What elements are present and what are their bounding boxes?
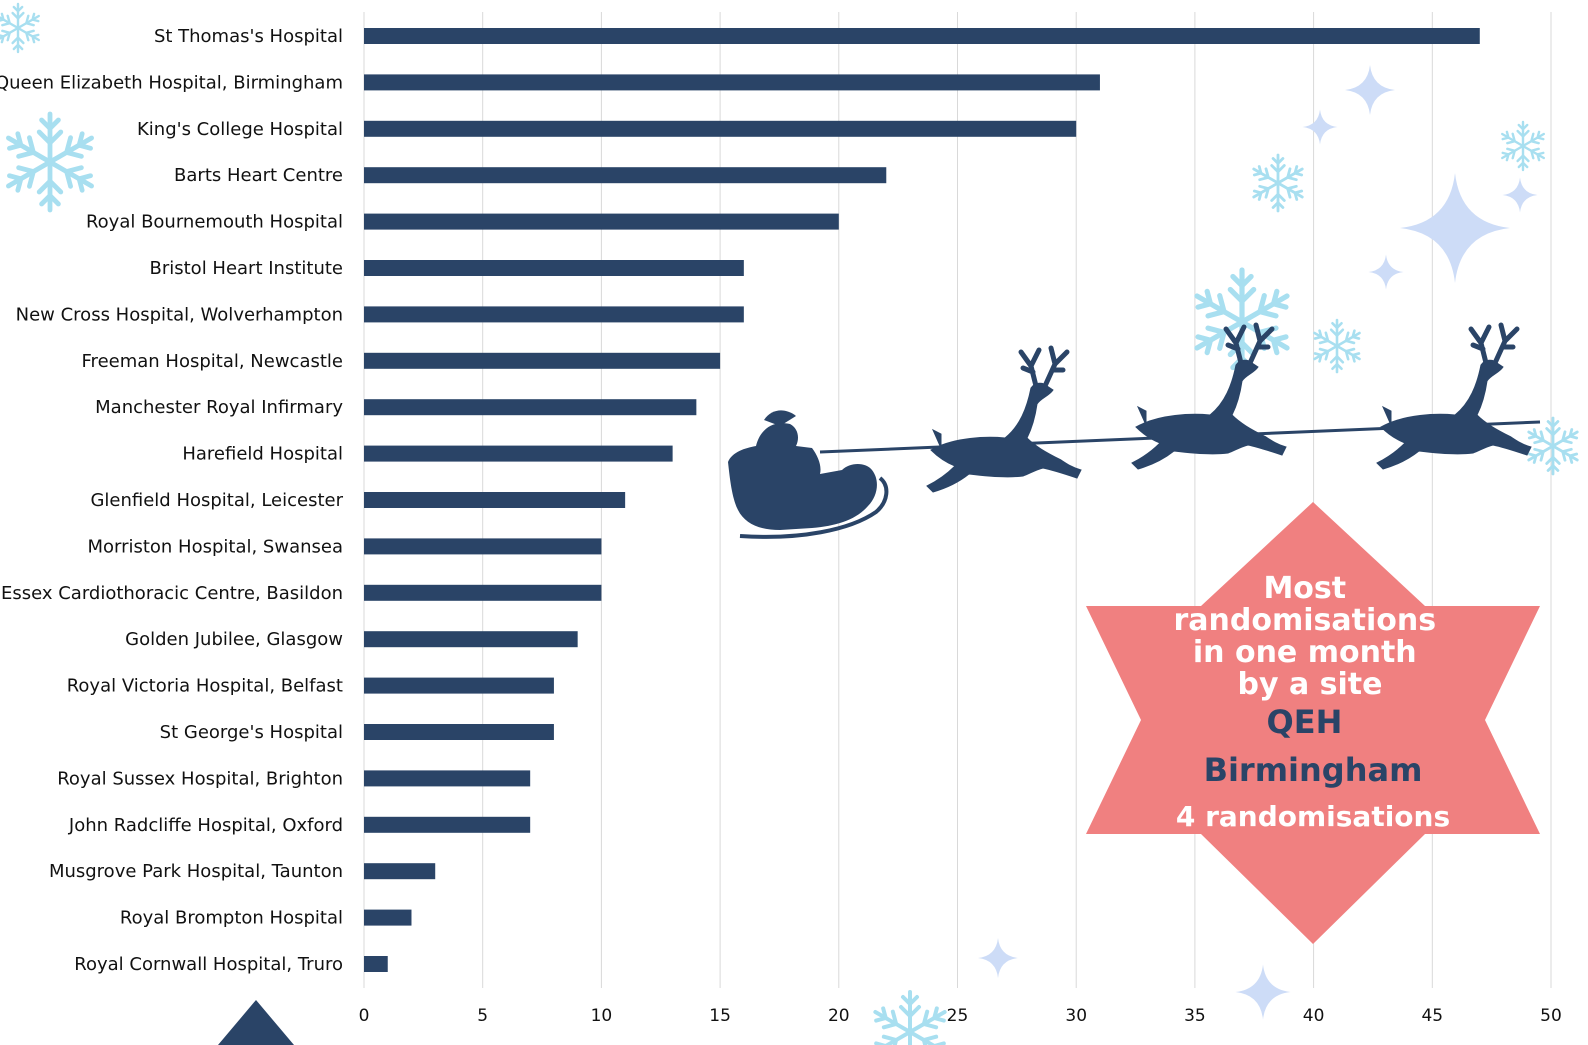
category-label: Barts Heart Centre	[174, 165, 343, 186]
category-label: Freeman Hospital, Newcastle	[82, 351, 343, 372]
category-label: Golden Jubilee, Glasgow	[125, 629, 343, 650]
category-label: John Radcliffe Hospital, Oxford	[68, 815, 343, 836]
bar	[364, 28, 1480, 44]
category-label: Morriston Hospital, Swansea	[87, 536, 343, 557]
bar	[364, 353, 720, 369]
bar	[364, 910, 411, 926]
x-tick-label: 0	[359, 1006, 370, 1026]
bar	[364, 446, 673, 462]
sparkle-icon	[1400, 173, 1510, 283]
reindeer-icon	[1377, 325, 1531, 469]
sparkle-icon	[1236, 965, 1291, 1020]
bar	[364, 214, 839, 230]
snowflake-icon	[3, 114, 97, 210]
category-label: Essex Cardiothoracic Centre, Basildon	[1, 583, 343, 604]
bar	[364, 306, 744, 322]
bar	[364, 121, 1076, 137]
x-tick-label: 50	[1540, 1006, 1562, 1026]
snowflake-icon	[1312, 320, 1363, 372]
x-axis-tick-labels: 0 5 10 15 20 25 30 35 40 45 50	[359, 1006, 1562, 1026]
bar	[364, 585, 601, 601]
bar	[364, 492, 625, 508]
category-label: Royal Cornwall Hospital, Truro	[74, 954, 343, 975]
sparkle-icon	[1503, 178, 1538, 213]
category-label: King's College Hospital	[137, 119, 343, 140]
bar	[364, 770, 530, 786]
category-label: Royal Brompton Hospital	[120, 908, 343, 929]
x-tick-label: 20	[828, 1006, 850, 1026]
callout-star: Most randomisations in one month by a si…	[1086, 502, 1540, 944]
bar	[364, 631, 578, 647]
sparkle-icon	[978, 938, 1018, 978]
x-tick-label: 25	[947, 1006, 969, 1026]
category-label: St George's Hospital	[160, 722, 343, 743]
callout-count: 4 randomisations	[1176, 800, 1450, 833]
callout-site-line-1: QEH	[1267, 703, 1343, 741]
category-label: Glenfield Hospital, Leicester	[90, 490, 343, 511]
tree-top-icon	[218, 1000, 294, 1045]
callout-line-4: by a site	[1238, 667, 1383, 702]
bar	[364, 956, 388, 972]
reindeer-icon	[927, 348, 1081, 492]
x-tick-label: 10	[591, 1006, 613, 1026]
category-label: Harefield Hospital	[182, 444, 343, 465]
bar	[364, 74, 1100, 90]
x-tick-label: 40	[1303, 1006, 1325, 1026]
x-tick-label: 35	[1184, 1006, 1206, 1026]
x-tick-label: 15	[709, 1006, 731, 1026]
category-label: Royal Victoria Hospital, Belfast	[67, 676, 343, 697]
bar	[364, 399, 696, 415]
callout-line-1: Most	[1263, 571, 1346, 606]
x-tick-label: 30	[1065, 1006, 1087, 1026]
x-tick-label: 5	[477, 1006, 488, 1026]
sparkle-icon	[1369, 255, 1404, 290]
category-label: Queen Elizabeth Hospital, Birmingham	[0, 72, 343, 93]
bar	[364, 817, 530, 833]
category-label: Royal Sussex Hospital, Brighton	[57, 768, 343, 789]
bar	[364, 260, 744, 276]
category-label: New Cross Hospital, Wolverhampton	[16, 304, 343, 325]
sparkle-icon	[1345, 65, 1395, 115]
bar	[364, 724, 554, 740]
bar	[364, 678, 554, 694]
category-label: Bristol Heart Institute	[150, 258, 344, 279]
x-tick-label: 45	[1421, 1006, 1443, 1026]
category-label: Musgrove Park Hospital, Taunton	[49, 861, 343, 882]
category-label: St Thomas's Hospital	[154, 26, 343, 47]
bar	[364, 538, 601, 554]
bar	[364, 167, 886, 183]
callout-line-2: randomisations	[1173, 603, 1436, 638]
snowflake-icon	[1251, 155, 1306, 211]
category-label: Manchester Royal Infirmary	[95, 397, 343, 418]
snowflake-icon	[0, 4, 41, 52]
snowflake-icon	[1500, 122, 1547, 170]
snowflake-icon	[871, 992, 949, 1045]
sparkle-icon	[1303, 110, 1338, 145]
category-label: Royal Bournemouth Hospital	[86, 212, 343, 233]
callout-line-3: in one month	[1193, 635, 1417, 670]
bar	[364, 863, 435, 879]
callout-site-line-2: Birmingham	[1204, 751, 1423, 789]
snowflake-icon	[1526, 418, 1581, 474]
